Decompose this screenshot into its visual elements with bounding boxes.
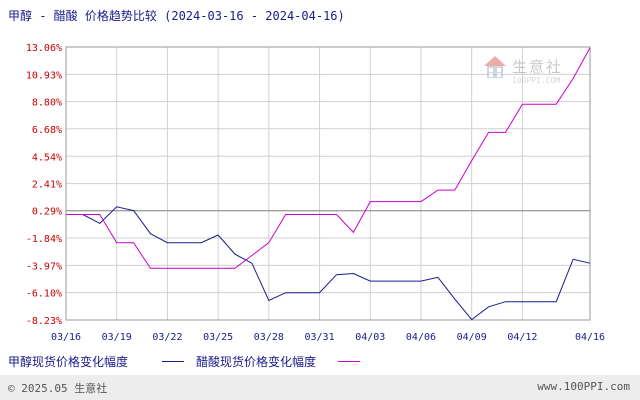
legend-swatch-methanol (162, 361, 184, 362)
y-tick-label: 4.54% (32, 152, 62, 163)
watermark-url: 100PPI.COM (512, 76, 561, 85)
footer-copyright: © 2025.05 生意社 (8, 382, 108, 395)
watermark-name: 生意社 (512, 58, 564, 76)
series-line-methanol (66, 206, 591, 321)
series-lines (66, 47, 591, 321)
legend-label-acetic-acid: 醋酸现货价格变化幅度 (196, 355, 317, 369)
y-tick-label: 13.06% (26, 43, 62, 54)
x-tick-label: 04/06 (406, 332, 436, 343)
x-tick-label: 04/03 (355, 332, 385, 343)
y-tick-label: 6.68% (32, 125, 62, 136)
series-line-acetic-acid (66, 47, 591, 269)
x-tick-label: 03/22 (152, 332, 182, 343)
x-tick-labels: 03/16 03/19 03/22 03/25 03/28 03/31 04/03 04/06… (51, 332, 605, 343)
x-tick-label: 04/12 (507, 332, 537, 343)
house-icon (484, 56, 506, 78)
y-tick-label: 10.93% (26, 70, 62, 81)
footer-url: www.100PPI.com (537, 380, 630, 393)
legend-swatch-acetic-acid (338, 361, 360, 362)
x-tick-label: 03/25 (203, 332, 233, 343)
x-tick-label: 03/19 (102, 332, 132, 343)
x-tick-label: 03/16 (51, 332, 81, 343)
watermark-logo: 生意社 100PPI.COM (482, 54, 582, 94)
y-tick-label: 8.80% (32, 98, 62, 109)
axes (65, 46, 591, 321)
x-tick-label: 03/28 (254, 332, 284, 343)
y-tick-labels: 13.06% 10.93% 8.80% 6.68% 4.54% 2.41% 0.29% -1.… (26, 43, 62, 327)
x-tick-label: 03/31 (304, 332, 334, 343)
plot-frame (65, 46, 591, 321)
legend-label-methanol: 甲醇现货价格变化幅度 (8, 355, 129, 369)
chart-title: 甲醇 - 醋酸 价格趋势比较 (2024-03-16 - 2024-04-16) (8, 9, 345, 23)
y-tick-label: 0.29% (32, 207, 62, 218)
x-tick-label: 04/09 (457, 332, 487, 343)
y-tick-label: 2.41% (32, 180, 62, 191)
y-tick-label: -6.10% (26, 289, 62, 300)
footer-bar: © 2025.05 生意社 www.100PPI.com (0, 375, 640, 400)
x-tick-label: 04/16 (575, 332, 605, 343)
y-tick-label: -3.97% (26, 261, 62, 272)
y-tick-label: -1.84% (26, 234, 62, 245)
y-tick-label: -8.23% (26, 316, 62, 327)
